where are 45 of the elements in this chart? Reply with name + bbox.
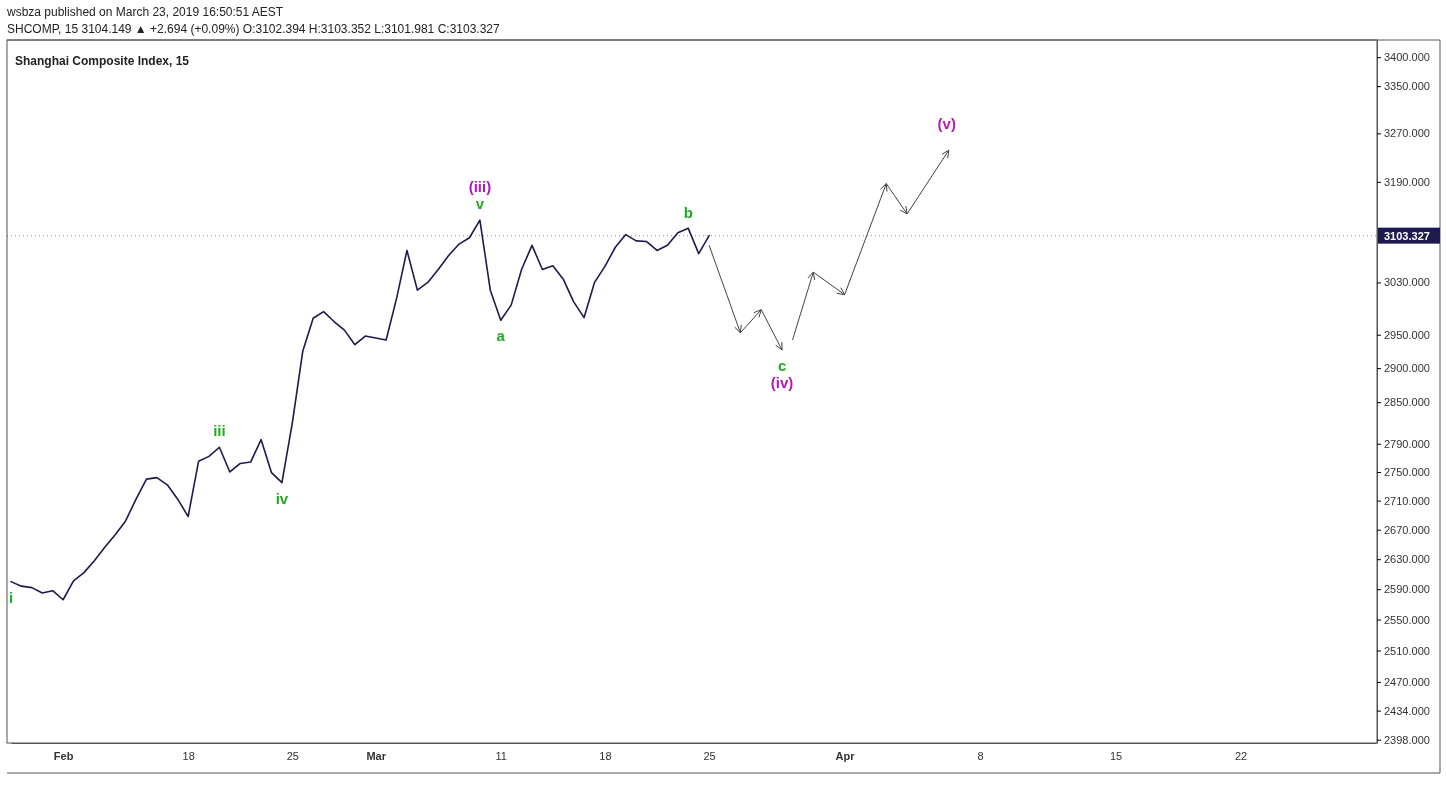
y-tick-label: 3030.000 (1384, 276, 1430, 289)
x-tick-label: 11 (495, 750, 507, 763)
y-tick-label: 2790.000 (1384, 437, 1430, 450)
x-tick-label: Apr (835, 750, 856, 763)
x-tick-label: 25 (286, 750, 299, 763)
y-tick-label: 2590.000 (1384, 583, 1430, 596)
annotation: i (8, 588, 14, 606)
y-tick-label: 2550.000 (1384, 613, 1430, 626)
x-tick-label: 8 (977, 750, 984, 763)
annotation: a (496, 327, 506, 345)
chart-subtitle: SHCOMP, 15 3104.149 ▲ +2.694 (+0.09%) O:3102.394 H:3103.352 L:3101.981 C:3103.327 (7, 22, 501, 36)
y-tick-label: 2950.000 (1384, 328, 1430, 341)
ref-line-label: 3103.327 (1384, 229, 1430, 242)
x-tick-label: 15 (1109, 750, 1123, 763)
y-tick-label: 3400.000 (1384, 51, 1430, 64)
x-tick-label: 22 (1234, 750, 1248, 763)
y-tick-label: 3190.000 (1384, 175, 1430, 188)
annotation: c (777, 357, 787, 375)
y-tick-label: 2900.000 (1384, 362, 1430, 375)
x-tick-label: Mar (366, 750, 387, 763)
text: wsbza published on March 23, 2019 16:50:51 AEST (6, 5, 284, 19)
annotation: iv (275, 489, 289, 507)
y-tick-label: 3350.000 (1384, 80, 1430, 93)
annotation: b (683, 203, 693, 221)
annotation: v (475, 195, 485, 213)
x-tick-label: 18 (182, 750, 195, 763)
annotation: (iii) (468, 178, 492, 196)
y-tick-label: 2434.000 (1384, 704, 1430, 717)
annotation: iii (213, 422, 226, 440)
y-tick-label: 2398.000 (1384, 733, 1430, 746)
y-tick-label: 2510.000 (1384, 644, 1430, 657)
y-tick-label: 2670.000 (1384, 523, 1430, 536)
x-tick-label: 18 (599, 750, 612, 763)
text: Shanghai Composite Index, 15 (15, 54, 190, 68)
y-tick-label: 2710.000 (1384, 494, 1430, 507)
annotation: (v) (937, 115, 956, 133)
y-tick-label: 2630.000 (1384, 553, 1430, 566)
x-tick-label: Feb (53, 750, 74, 763)
y-tick-label: 3270.000 (1384, 127, 1430, 140)
y-tick-label: 2750.000 (1384, 465, 1430, 478)
x-tick-label: 25 (703, 750, 716, 763)
y-tick-label: 2850.000 (1384, 396, 1430, 409)
annotation: (iv) (770, 374, 794, 392)
y-tick-label: 2470.000 (1384, 675, 1430, 688)
line-series (10, 219, 710, 601)
